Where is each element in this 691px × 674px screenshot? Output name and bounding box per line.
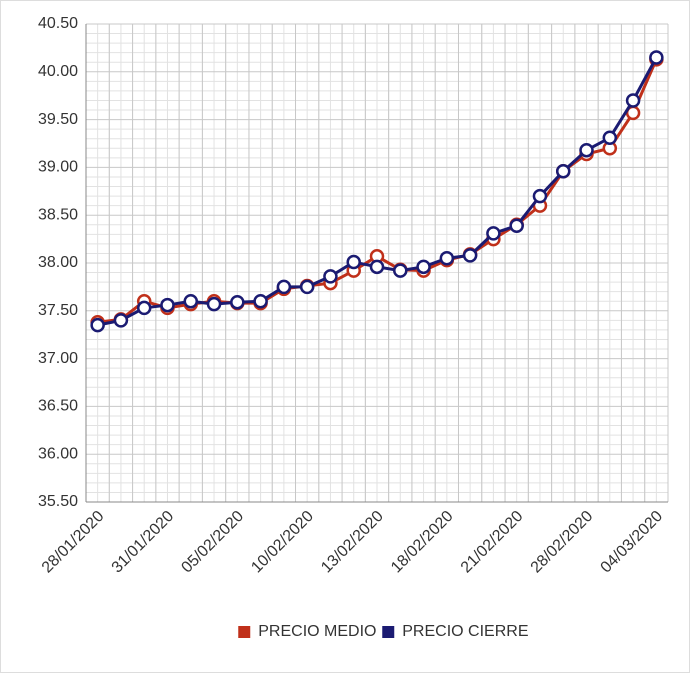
legend-swatch xyxy=(238,626,251,638)
data-point xyxy=(136,300,152,316)
legend-swatch xyxy=(382,626,395,638)
data-point xyxy=(160,297,175,313)
data-point xyxy=(462,248,478,263)
data-point xyxy=(393,263,408,278)
data-point xyxy=(90,317,105,333)
data-point xyxy=(369,259,385,275)
data-point xyxy=(183,293,199,309)
data-point xyxy=(253,293,268,309)
y-tick-label: 39.00 xyxy=(38,159,78,176)
data-point xyxy=(439,250,455,266)
data-point xyxy=(299,279,315,295)
y-tick-label: 39.50 xyxy=(38,111,78,128)
y-tick-label: 37.00 xyxy=(38,350,78,367)
y-tick-label: 40.00 xyxy=(38,63,78,80)
data-point xyxy=(602,130,618,146)
data-point xyxy=(323,269,338,284)
data-point xyxy=(230,294,245,310)
y-tick-label: 38.50 xyxy=(38,206,78,223)
data-point xyxy=(579,142,594,158)
data-point xyxy=(206,296,222,312)
data-point xyxy=(276,279,292,295)
data-point xyxy=(346,254,361,270)
data-point xyxy=(486,226,501,241)
y-tick-label: 37.50 xyxy=(38,302,78,319)
y-tick-label: 40.50 xyxy=(38,15,78,32)
data-point xyxy=(113,313,129,328)
y-tick-label: 36.50 xyxy=(38,398,78,415)
data-point xyxy=(509,218,524,233)
data-point xyxy=(555,163,571,179)
y-tick-label: 38.00 xyxy=(38,254,78,271)
legend-label: PRECIO MEDIO xyxy=(258,623,376,640)
data-point xyxy=(625,93,641,108)
data-point xyxy=(649,50,664,65)
y-tick-label: 35.50 xyxy=(38,493,78,510)
y-tick-label: 36.00 xyxy=(38,445,78,462)
data-point xyxy=(416,259,431,275)
legend-label: PRECIO CIERRE xyxy=(402,623,528,640)
data-point xyxy=(532,188,548,204)
